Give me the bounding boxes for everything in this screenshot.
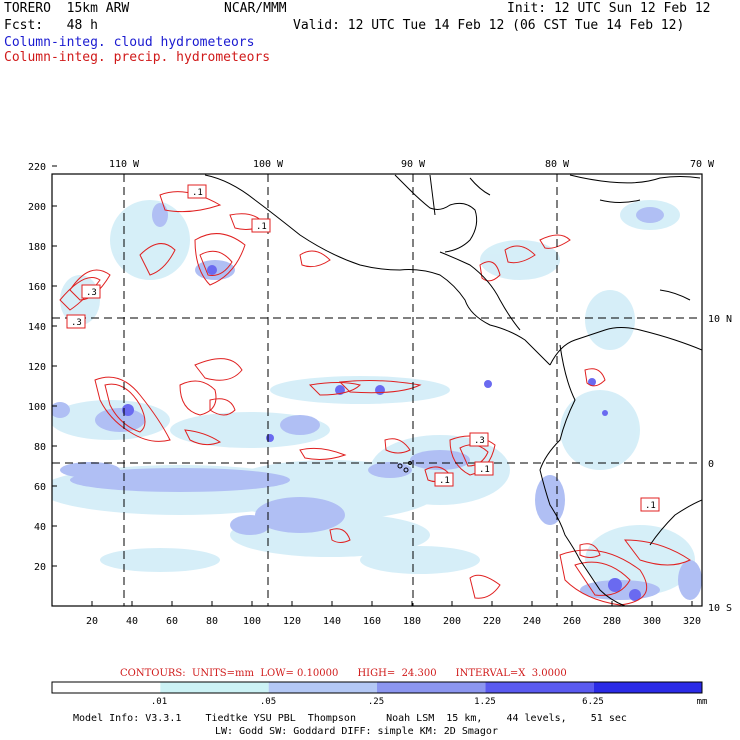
coastlines bbox=[204, 174, 702, 606]
colorbar-segment bbox=[593, 682, 702, 693]
y-tick-label: 180 bbox=[28, 242, 46, 253]
colorbar-unit: mm bbox=[697, 697, 708, 707]
colorbar-label: .05 bbox=[260, 697, 276, 707]
x-tick-label: 320 bbox=[683, 616, 701, 627]
contour-label: .1 bbox=[434, 472, 454, 487]
y-tick-label: 60 bbox=[34, 482, 46, 493]
model-info-line2: LW: Godd SW: Goddard DIFF: simple KM: 2D… bbox=[215, 726, 498, 737]
cloud-shading-dark bbox=[122, 265, 641, 601]
svg-text:.3: .3 bbox=[86, 288, 97, 298]
init-time: Init: 12 UTC Sun 12 Feb 12 bbox=[507, 1, 711, 16]
y-tick-marks bbox=[52, 165, 57, 567]
y-tick-label: 220 bbox=[28, 162, 46, 173]
x-tick-label: 180 bbox=[403, 616, 421, 627]
x-tick-label: 280 bbox=[603, 616, 621, 627]
forecast-hour: Fcst: 48 h bbox=[4, 18, 98, 33]
lon-label-90w: 90 W bbox=[401, 159, 426, 170]
colorbar-segment bbox=[160, 682, 269, 693]
lon-label-80w: 80 W bbox=[545, 159, 570, 170]
x-tick-label: 120 bbox=[283, 616, 301, 627]
y-tick-label: 40 bbox=[34, 522, 46, 533]
contour-label: .3 bbox=[469, 432, 489, 447]
precip-field-label: Column-integ. precip. hydrometeors bbox=[4, 50, 271, 65]
svg-text:.3: .3 bbox=[474, 436, 485, 446]
colorbar-label: 6.25 bbox=[582, 697, 604, 707]
contour-label: .1 bbox=[474, 461, 494, 476]
y-tick-label: 160 bbox=[28, 282, 46, 293]
x-tick-label: 300 bbox=[643, 616, 661, 627]
contour-label: .3 bbox=[81, 284, 101, 299]
svg-text:.1: .1 bbox=[192, 188, 203, 198]
contour-label: .1 bbox=[640, 497, 660, 512]
svg-text:.1: .1 bbox=[439, 476, 450, 486]
lon-label-100w: 100 W bbox=[253, 159, 284, 170]
svg-text:.1: .1 bbox=[479, 465, 490, 475]
map-frame bbox=[51, 173, 703, 607]
model-title: TORERO 15km ARW bbox=[4, 1, 130, 16]
x-tick-label: 40 bbox=[126, 616, 138, 627]
x-tick-label: 60 bbox=[166, 616, 178, 627]
colorbar-frame bbox=[51, 681, 703, 694]
y-tick-label: 80 bbox=[34, 442, 46, 453]
colorbar-segment bbox=[268, 682, 377, 693]
lat-label-10n: 10 N bbox=[708, 314, 732, 325]
y-tick-label: 20 bbox=[34, 562, 46, 573]
x-tick-label: 160 bbox=[363, 616, 381, 627]
x-tick-label: 260 bbox=[563, 616, 581, 627]
valid-time: Valid: 12 UTC Tue 14 Feb 12 (06 CST Tue … bbox=[293, 18, 685, 33]
svg-text:.1: .1 bbox=[645, 501, 656, 511]
islands bbox=[397, 461, 412, 473]
colorbar-label: .25 bbox=[368, 697, 384, 707]
x-tick-label: 140 bbox=[323, 616, 341, 627]
svg-text:.1: .1 bbox=[256, 222, 267, 232]
graticule bbox=[52, 174, 702, 606]
cloud-field-label: Column-integ. cloud hydrometeors bbox=[4, 35, 255, 50]
colorbar-label: .01 bbox=[151, 697, 167, 707]
x-tick-label: 220 bbox=[483, 616, 501, 627]
colorbar-segment bbox=[52, 682, 161, 693]
x-tick-label: 200 bbox=[443, 616, 461, 627]
model-info-line1: Model Info: V3.3.1 Tiedtke YSU PBL Thomp… bbox=[73, 713, 627, 724]
colorbar bbox=[52, 682, 702, 693]
colorbar-segment bbox=[485, 682, 594, 693]
x-tick-label: 240 bbox=[523, 616, 541, 627]
y-tick-label: 140 bbox=[28, 322, 46, 333]
contour-label: .1 bbox=[251, 218, 271, 233]
y-tick-label: 100 bbox=[28, 402, 46, 413]
colorbar-segment bbox=[377, 682, 486, 693]
lat-label-eq: 0 bbox=[708, 459, 714, 470]
x-tick-label: 100 bbox=[243, 616, 261, 627]
center-name: NCAR/MMM bbox=[224, 1, 287, 16]
x-tick-label: 20 bbox=[86, 616, 98, 627]
lon-label-70w: 70 W bbox=[690, 159, 715, 170]
lon-label-110w: 110 W bbox=[109, 159, 140, 170]
svg-text:.3: .3 bbox=[71, 318, 82, 328]
y-tick-label: 120 bbox=[28, 362, 46, 373]
contours-info: CONTOURS: UNITS=mm LOW= 0.10000 HIGH= 24… bbox=[120, 668, 567, 679]
y-tick-label: 200 bbox=[28, 202, 46, 213]
contour-label: .3 bbox=[66, 314, 86, 329]
lat-label-10s: 10 S bbox=[708, 603, 732, 614]
contour-label: .1 bbox=[187, 184, 207, 199]
x-tick-marks bbox=[91, 601, 693, 606]
x-tick-label: 80 bbox=[206, 616, 218, 627]
colorbar-label: 1.25 bbox=[474, 697, 496, 707]
